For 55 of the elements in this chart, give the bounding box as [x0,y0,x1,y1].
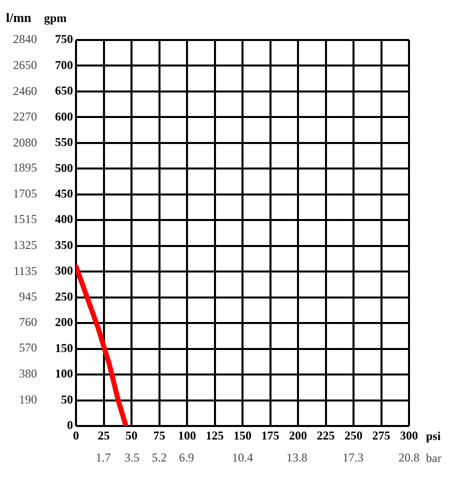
x-tick-label: 150 [234,428,252,442]
y-tick-label: 50 [61,392,73,406]
y-tick-label: 250 [55,289,73,304]
x2-tick-label: 5.2 [152,450,167,464]
y-tick-label: 700 [55,58,73,72]
y2-tick-label: 1325 [13,238,37,252]
y-tick-label: 200 [55,315,73,330]
y-tick-label: 450 [55,186,73,200]
x-tick-label: 100 [178,428,196,442]
y-tick-label: 350 [55,238,73,252]
x2-tick-label: 6.9 [178,450,194,464]
x2-tick-label: 13.8 [286,450,308,464]
y2-tick-label: 1705 [13,186,37,200]
x-tick-label: 275 [372,428,390,442]
y2-tick-label: 190 [19,392,37,406]
y-tick-label: 600 [55,109,73,124]
y2-tick-label: 2840 [13,32,37,46]
x-tick-label: 250 [344,428,362,442]
x-tick-label: 125 [206,428,224,442]
x-tick-label: 25 [98,428,110,442]
y-tick-label: 650 [55,84,73,98]
y-tick-label: 300 [55,264,73,278]
y2-tick-label: 570 [19,340,37,355]
y2-tick-label: 760 [19,314,37,329]
x2-tick-label: 1.7 [96,450,111,464]
y2-tick-label: 2270 [13,110,37,124]
y-tick-label: 100 [55,366,73,381]
x-tick-label: 225 [316,428,335,442]
y-tick-label: 400 [55,212,73,226]
x-tick-label: 200 [289,428,307,442]
x2-tick-label: 17.3 [342,450,364,464]
x-tick-label: 300 [400,428,418,442]
y2-tick-label: 380 [19,366,37,381]
x2-axis-title: bar [426,451,442,466]
x-tick-label: 75 [153,428,166,442]
x-axis-title: psi [426,429,442,444]
x2-tick-label: 20.8 [398,450,420,464]
y-tick-label: 500 [55,160,73,175]
x-tick-label: 175 [261,428,280,442]
x-tick-label: 50 [126,428,138,442]
y2-tick-label: 2080 [13,135,37,150]
y-axis-title: gpm [44,11,67,25]
y2-tick-label: 2650 [13,58,37,72]
y-tick-label: 750 [55,32,73,46]
x2-tick-label: 10.4 [232,450,253,464]
y2-tick-label: 1135 [13,264,37,278]
y2-tick-label: 1895 [13,160,37,175]
y2-tick-label: 945 [19,290,37,304]
y-tick-label: 150 [55,340,73,355]
y-tick-label: 550 [55,135,73,150]
y2-tick-label: 1515 [13,212,37,226]
y2-axis-title: l/mn [6,10,32,25]
y-tick-label: 0 [67,418,73,432]
x2-tick-label: 3.5 [124,450,140,464]
y2-tick-label: 2460 [13,84,37,98]
